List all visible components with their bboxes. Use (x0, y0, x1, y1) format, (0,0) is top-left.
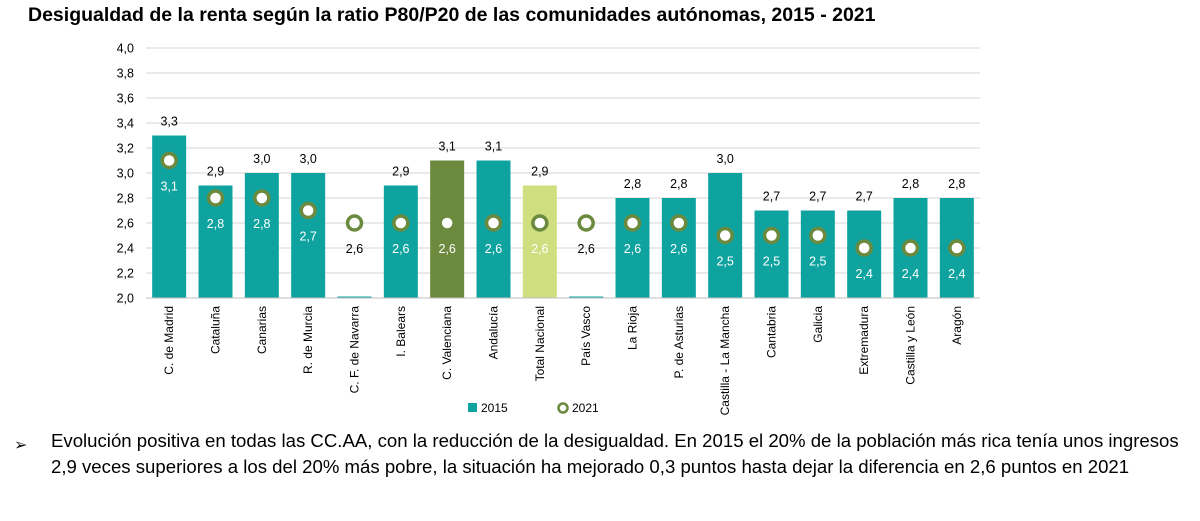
bar-2015 (800, 210, 835, 298)
marker-2021 (577, 214, 595, 232)
value-label-2021: 2,4 (902, 267, 919, 281)
conclusion-text: Evolución positiva en todas las CC.AA, c… (51, 430, 1179, 477)
legend-label-2015: 2015 (481, 401, 508, 415)
category-label: C. de Madrid (162, 306, 176, 375)
category-label: País Vasco (579, 306, 593, 366)
marker-2021 (670, 214, 688, 232)
legend-label-2021: 2021 (572, 401, 599, 415)
value-label-2021: 2,5 (763, 255, 780, 269)
category-label: Cantabria (765, 306, 779, 358)
marker-2021 (438, 214, 456, 232)
value-label-2015: 2,8 (624, 177, 641, 191)
bar-2015 (522, 185, 557, 298)
y-tick-label: 2,8 (117, 192, 134, 206)
y-tick-label: 2,0 (117, 292, 134, 306)
bar-2015 (569, 296, 604, 298)
value-label-2015: 2,9 (392, 165, 409, 179)
bar-2015 (291, 173, 326, 298)
value-label-2015: 3,3 (160, 115, 177, 129)
value-label-2015: 3,0 (716, 152, 733, 166)
y-tick-label: 3,8 (117, 67, 134, 81)
category-label: C. Valenciana (440, 306, 454, 380)
marker-2021 (901, 239, 920, 257)
y-tick-label: 4,0 (117, 42, 134, 56)
y-tick-label: 3,0 (117, 167, 134, 181)
value-label-2015: 2,9 (531, 165, 548, 179)
marker-2021 (716, 226, 734, 245)
category-label: Extremadura (857, 306, 871, 375)
value-label-2021: 2,7 (299, 230, 316, 244)
value-label-2021: 2,8 (207, 217, 224, 231)
y-tick-label: 2,2 (117, 267, 134, 281)
marker-2021 (762, 226, 781, 245)
value-label-2021: 2,6 (346, 242, 363, 256)
y-tick-label: 3,6 (117, 92, 134, 106)
bar-2015 (383, 185, 418, 298)
y-tick-label: 2,6 (117, 217, 134, 231)
category-label: P. de Asturias (672, 306, 686, 379)
chart-title: Desigualdad de la renta según la ratio P… (28, 4, 876, 26)
value-label-2021: 2,5 (716, 255, 733, 269)
category-label: La Rioja (626, 306, 640, 350)
value-label-2021: 3,1 (160, 180, 177, 194)
value-label-2015: 2,9 (207, 165, 224, 179)
legend-swatch-2015 (468, 403, 477, 412)
category-label: Total Nacional (533, 306, 547, 381)
value-label-2021: 2,6 (577, 242, 594, 256)
category-label: Cataluña (209, 306, 223, 354)
marker-2021 (160, 151, 178, 170)
value-label-2015: 3,1 (485, 140, 502, 154)
value-label-2021: 2,6 (485, 242, 502, 256)
marker-2021 (531, 214, 549, 232)
category-label: R. de Murcia (301, 306, 315, 374)
value-label-2021: 2,6 (624, 242, 641, 256)
conclusion-note: ➢ Evolución positiva en todas las CC.AA,… (14, 428, 1194, 480)
y-tick-label: 3,2 (117, 142, 134, 156)
y-tick-label: 2,4 (117, 242, 134, 256)
value-label-2015: 2,8 (670, 177, 687, 191)
category-label: I. Balears (394, 306, 408, 357)
marker-2021 (206, 189, 225, 207)
value-label-2021: 2,6 (392, 242, 409, 256)
value-label-2021: 2,6 (531, 242, 548, 256)
category-label: Canarias (255, 306, 269, 354)
category-label: Galicia (811, 306, 825, 343)
bar-2015 (754, 210, 789, 298)
value-label-2021: 2,4 (855, 267, 872, 281)
value-label-2015: 2,8 (902, 177, 919, 191)
category-label: Andalucía (487, 306, 501, 360)
marker-2021 (392, 214, 410, 232)
marker-2021 (299, 201, 317, 220)
marker-2021 (253, 189, 271, 207)
category-label: Castilla y León (904, 306, 918, 385)
marker-2021 (484, 214, 503, 232)
value-label-2015: 2,7 (763, 190, 780, 204)
value-label-2015: 3,1 (438, 140, 455, 154)
marker-2021 (809, 226, 827, 245)
arrow-bullet-icon: ➢ (14, 435, 28, 454)
bar-2015 (337, 296, 372, 298)
marker-2021 (948, 239, 966, 257)
value-label-2015: 2,7 (855, 190, 872, 204)
value-label-2015: 2,7 (809, 190, 826, 204)
category-label: Castilla - La Mancha (718, 306, 732, 416)
legend-marker-2021 (557, 402, 569, 414)
value-label-2015: 3,0 (253, 152, 270, 166)
value-label-2021: 2,6 (438, 242, 455, 256)
value-label-2015: 2,8 (948, 177, 965, 191)
category-label: C. F. de Navarra (348, 306, 362, 394)
value-label-2015: 3,0 (299, 152, 316, 166)
value-label-2021: 2,4 (948, 267, 965, 281)
value-label-2021: 2,5 (809, 255, 826, 269)
income-inequality-chart: 2,0 2,2 2,4 2,6 2,8 3,0 3,2 3,4 3,6 3,8 4,0 3,3 3,1 C… (117, 42, 980, 416)
marker-2021 (623, 214, 642, 232)
value-label-2021: 2,6 (670, 242, 687, 256)
y-tick-label: 3,4 (117, 117, 134, 131)
marker-2021 (855, 239, 873, 257)
category-label: Aragón (950, 306, 964, 345)
value-label-2021: 2,8 (253, 217, 270, 231)
marker-2021 (345, 214, 364, 232)
